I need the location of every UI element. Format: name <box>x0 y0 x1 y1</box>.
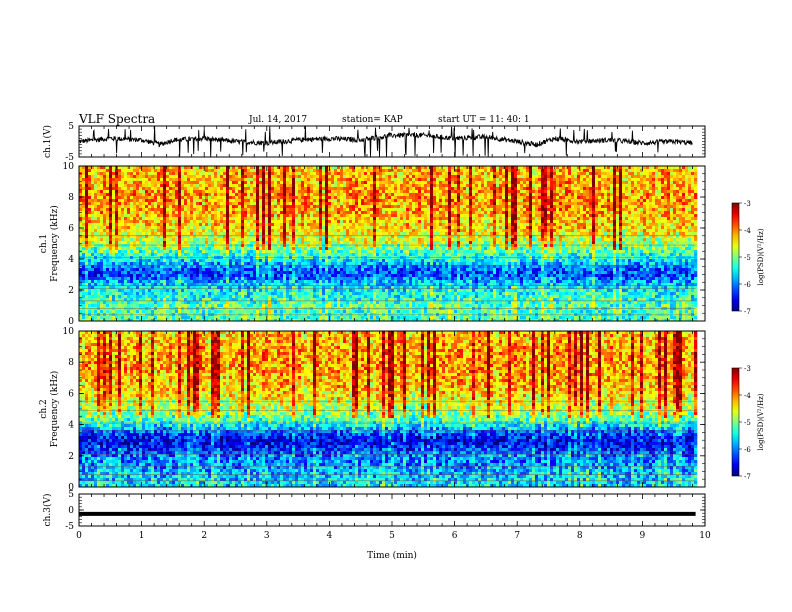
y-tick-label: 4 <box>68 421 74 431</box>
x-tick-label: 5 <box>389 531 395 541</box>
y-tick-label: 0 <box>68 317 74 327</box>
colorbar-tick-label: -6 <box>744 281 751 289</box>
y-tick-label: 2 <box>68 286 74 296</box>
colorbar-tick-label: -4 <box>744 227 751 235</box>
y-tick-label: 6 <box>68 389 74 399</box>
x-tick-label: 6 <box>452 531 458 541</box>
colorbar-tick-label: -5 <box>744 419 751 427</box>
y-tick-label: 8 <box>68 193 74 203</box>
y-tick-label: 6 <box>68 224 74 234</box>
spectrogram-ch2 <box>79 331 705 487</box>
y-tick-label: 0 <box>68 506 74 516</box>
start-time-label: start UT = 11: 40: 1 <box>438 115 530 125</box>
x-tick-label: 10 <box>699 531 711 541</box>
y-tick-label: 5 <box>68 122 74 132</box>
colorbar-tick-label: -3 <box>744 200 751 208</box>
y-axis-label-frequency: Frequency (kHz) <box>49 205 60 282</box>
y-axis-label-channel: ch.2 <box>39 399 49 418</box>
y-tick-label: -5 <box>65 522 74 532</box>
y-tick-label: 10 <box>63 162 75 172</box>
colorbar-tick-label: -5 <box>744 254 751 262</box>
y-axis-label-channel: ch.1 <box>39 234 49 253</box>
colorbar-tick-label: -7 <box>744 473 751 481</box>
plot-area-ch3-voltage <box>79 494 705 526</box>
y-tick-label: -5 <box>65 153 74 163</box>
y-tick-label: 10 <box>63 327 75 337</box>
y-tick-label: 0 <box>68 483 74 493</box>
ch1-voltage-series <box>78 126 693 158</box>
figure-title: VLF Spectra <box>79 112 155 126</box>
x-tick-label: 9 <box>640 531 646 541</box>
colorbar-tick-label: -7 <box>744 308 751 316</box>
x-tick-label: 7 <box>514 531 520 541</box>
colorbar-tick-label: -4 <box>744 392 751 400</box>
y-tick-label: 5 <box>68 490 74 500</box>
colorbar-label: log(PSD)(V²/Hz) <box>757 228 765 285</box>
y-axis-label: ch.1(V) <box>42 125 53 158</box>
colorbar-tick-label: -6 <box>744 446 751 454</box>
x-tick-label: 3 <box>264 531 270 541</box>
date-label: Jul. 14, 2017 <box>249 115 307 125</box>
x-axis-label: Time (min) <box>367 550 417 561</box>
colorbar-ch2 <box>731 367 740 477</box>
x-tick-label: 0 <box>76 531 82 541</box>
colorbar-label: log(PSD)(V²/Hz) <box>757 393 765 450</box>
colorbar-ch1 <box>731 202 740 312</box>
spectrogram-ch1 <box>79 166 705 321</box>
station-label: station= KAP <box>342 115 403 125</box>
y-tick-label: 2 <box>68 452 74 462</box>
colorbar-tick-label: -3 <box>744 365 751 373</box>
x-tick-label: 1 <box>139 531 145 541</box>
x-tick-label: 2 <box>201 531 207 541</box>
x-tick-label: 8 <box>577 531 583 541</box>
y-tick-label: 8 <box>68 358 74 368</box>
y-axis-label: ch.3(V) <box>42 494 53 527</box>
y-axis-label-frequency: Frequency (kHz) <box>49 371 60 448</box>
x-tick-label: 4 <box>327 531 333 541</box>
y-tick-label: 4 <box>68 255 74 265</box>
